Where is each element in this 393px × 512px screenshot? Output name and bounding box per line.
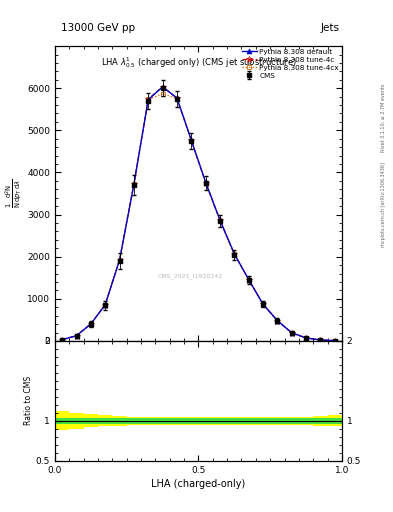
Pythia 8.308 tune-4cx bbox=[332, 337, 337, 344]
Pythia 8.308 default bbox=[275, 317, 280, 324]
Text: mcplots.cern.ch [arXiv:1306.3436]: mcplots.cern.ch [arXiv:1306.3436] bbox=[381, 162, 386, 247]
Pythia 8.308 tune-4cx bbox=[304, 335, 309, 341]
Pythia 8.308 tune-4cx bbox=[289, 330, 294, 336]
Pythia 8.308 tune-4cx bbox=[275, 318, 280, 324]
Pythia 8.308 default bbox=[318, 337, 323, 343]
Pythia 8.308 tune-4c bbox=[146, 96, 151, 102]
Pythia 8.308 tune-4c bbox=[218, 218, 222, 224]
Pythia 8.308 tune-4c bbox=[189, 137, 194, 143]
Pythia 8.308 tune-4cx bbox=[132, 181, 136, 187]
Pythia 8.308 tune-4cx bbox=[88, 321, 93, 327]
Pythia 8.308 default bbox=[189, 137, 194, 143]
Pythia 8.308 tune-4c bbox=[174, 95, 179, 101]
Pythia 8.308 tune-4c bbox=[318, 337, 323, 343]
Pythia 8.308 tune-4c bbox=[332, 337, 337, 344]
Pythia 8.308 tune-4c bbox=[103, 302, 108, 308]
Pythia 8.308 default bbox=[246, 276, 251, 283]
Pythia 8.308 tune-4cx bbox=[174, 95, 179, 101]
Pythia 8.308 tune-4cx bbox=[117, 257, 122, 263]
Pythia 8.308 default bbox=[261, 301, 265, 307]
Pythia 8.308 tune-4cx bbox=[218, 218, 222, 224]
Pythia 8.308 tune-4cx bbox=[232, 251, 237, 258]
Y-axis label: Ratio to CMS: Ratio to CMS bbox=[24, 376, 33, 425]
Text: Jets: Jets bbox=[321, 23, 340, 33]
Text: Rivet 3.1.10; ≥ 2.7M events: Rivet 3.1.10; ≥ 2.7M events bbox=[381, 83, 386, 152]
Line: Pythia 8.308 tune-4cx: Pythia 8.308 tune-4cx bbox=[60, 91, 337, 343]
Pythia 8.308 tune-4cx bbox=[160, 91, 165, 97]
Pythia 8.308 default bbox=[117, 257, 122, 263]
Pythia 8.308 default bbox=[203, 179, 208, 185]
Pythia 8.308 tune-4c bbox=[275, 317, 280, 324]
Line: Pythia 8.308 default: Pythia 8.308 default bbox=[60, 84, 337, 343]
Text: LHA $\lambda^{1}_{0.5}$ (charged only) (CMS jet substructure): LHA $\lambda^{1}_{0.5}$ (charged only) (… bbox=[101, 55, 296, 70]
Pythia 8.308 default bbox=[74, 333, 79, 339]
Pythia 8.308 tune-4cx bbox=[103, 302, 108, 308]
Pythia 8.308 tune-4c bbox=[60, 336, 64, 343]
Pythia 8.308 default bbox=[160, 84, 165, 90]
Pythia 8.308 default bbox=[60, 336, 64, 343]
Pythia 8.308 tune-4cx bbox=[246, 277, 251, 283]
Pythia 8.308 default bbox=[332, 337, 337, 344]
Pythia 8.308 default bbox=[289, 330, 294, 336]
Pythia 8.308 tune-4c bbox=[232, 251, 237, 257]
Pythia 8.308 tune-4cx bbox=[261, 301, 265, 307]
Pythia 8.308 tune-4c bbox=[289, 330, 294, 336]
Pythia 8.308 tune-4c bbox=[88, 321, 93, 327]
Text: CMS_2021_I1920242: CMS_2021_I1920242 bbox=[157, 273, 222, 279]
Pythia 8.308 default bbox=[232, 251, 237, 257]
Pythia 8.308 default bbox=[132, 181, 136, 187]
Pythia 8.308 tune-4cx bbox=[203, 180, 208, 186]
Pythia 8.308 tune-4c bbox=[246, 276, 251, 283]
Pythia 8.308 default bbox=[218, 217, 222, 223]
Pythia 8.308 tune-4cx bbox=[60, 336, 64, 343]
Pythia 8.308 tune-4c bbox=[117, 257, 122, 263]
X-axis label: LHA (charged-only): LHA (charged-only) bbox=[151, 479, 246, 489]
Pythia 8.308 default bbox=[103, 302, 108, 308]
Pythia 8.308 tune-4c bbox=[74, 332, 79, 338]
Pythia 8.308 default bbox=[146, 97, 151, 103]
Pythia 8.308 default bbox=[88, 321, 93, 327]
Pythia 8.308 tune-4cx bbox=[318, 337, 323, 343]
Pythia 8.308 tune-4c bbox=[160, 83, 165, 90]
Pythia 8.308 default bbox=[174, 95, 179, 101]
Pythia 8.308 tune-4cx bbox=[189, 138, 194, 144]
Pythia 8.308 tune-4c bbox=[261, 301, 265, 307]
Pythia 8.308 tune-4cx bbox=[146, 96, 151, 102]
Text: 13000 GeV pp: 13000 GeV pp bbox=[61, 23, 135, 33]
Pythia 8.308 tune-4c bbox=[203, 180, 208, 186]
Pythia 8.308 default bbox=[304, 335, 309, 341]
Line: Pythia 8.308 tune-4c: Pythia 8.308 tune-4c bbox=[59, 83, 338, 344]
Legend: Pythia 8.308 default, Pythia 8.308 tune-4c, Pythia 8.308 tune-4cx, CMS: Pythia 8.308 default, Pythia 8.308 tune-… bbox=[241, 48, 340, 80]
Y-axis label: $\frac{1}{\mathrm{N}} \frac{\mathrm{d}^{2}\mathrm{N}}{\mathrm{d}p_T\, \mathrm{d}: $\frac{1}{\mathrm{N}} \frac{\mathrm{d}^{… bbox=[4, 179, 24, 208]
Pythia 8.308 tune-4cx bbox=[74, 333, 79, 339]
Pythia 8.308 tune-4c bbox=[304, 335, 309, 341]
Pythia 8.308 tune-4c bbox=[132, 181, 136, 187]
